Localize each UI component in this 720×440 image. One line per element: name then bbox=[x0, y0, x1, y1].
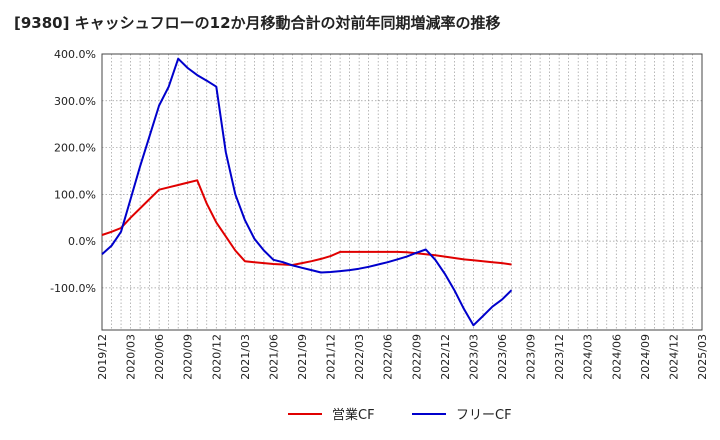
x-tick-label: 2022/06 bbox=[382, 334, 395, 380]
x-tick-label: 2023/06 bbox=[496, 334, 509, 380]
series-line-free-cf bbox=[101, 57, 513, 327]
series-lines bbox=[101, 57, 513, 327]
plot-frame bbox=[101, 53, 703, 331]
y-tick-label: 100.0% bbox=[54, 188, 96, 201]
axes bbox=[101, 53, 703, 331]
x-tick-label: 2020/06 bbox=[153, 334, 166, 380]
x-tick-label: 2022/09 bbox=[410, 334, 423, 380]
chart-title: [9380] キャッシュフローの12か月移動合計の対前年同期増減率の推移 bbox=[14, 14, 501, 32]
y-tick-label: 0.0% bbox=[68, 235, 96, 248]
grid-lines bbox=[101, 53, 703, 330]
x-tick-label: 2020/12 bbox=[210, 334, 223, 380]
x-tick-label: 2023/12 bbox=[553, 334, 566, 380]
x-tick-label: 2024/06 bbox=[610, 334, 623, 380]
legend: 営業CF フリーCF bbox=[288, 407, 512, 423]
x-tick-label: 2020/09 bbox=[182, 334, 195, 380]
x-tick-label: 2024/09 bbox=[639, 334, 652, 380]
x-tick-labels: 2019/12 2020/03 2020/06 2020/09 2020/12 2021/… bbox=[96, 334, 709, 380]
x-tick-label: 2021/12 bbox=[325, 334, 338, 380]
x-tick-label: 2020/03 bbox=[125, 334, 138, 380]
x-tick-label: 2025/03 bbox=[696, 334, 709, 380]
x-tick-label: 2019/12 bbox=[96, 334, 109, 380]
y-tick-label: 300.0% bbox=[54, 95, 96, 108]
legend-label-free-cf: フリーCF bbox=[456, 408, 512, 423]
series-line-operating-cf bbox=[101, 179, 512, 266]
legend-label-operating-cf: 営業CF bbox=[332, 407, 375, 423]
y-tick-label: -100.0% bbox=[50, 282, 96, 295]
x-tick-label: 2021/03 bbox=[239, 334, 252, 380]
x-tick-label: 2021/06 bbox=[267, 334, 280, 380]
x-tick-label: 2024/12 bbox=[667, 334, 680, 380]
x-tick-label: 2022/03 bbox=[353, 334, 366, 380]
y-tick-label: 200.0% bbox=[54, 142, 96, 155]
x-tick-label: 2023/09 bbox=[525, 334, 538, 380]
y-tick-labels: 400.0% 300.0% 200.0% 100.0% 0.0% -100.0% bbox=[50, 48, 96, 295]
y-tick-label: 400.0% bbox=[54, 48, 96, 61]
x-tick-label: 2023/03 bbox=[467, 334, 480, 380]
x-tick-label: 2022/12 bbox=[439, 334, 452, 380]
x-tick-label: 2021/09 bbox=[296, 334, 309, 380]
x-tick-label: 2024/03 bbox=[582, 334, 595, 380]
